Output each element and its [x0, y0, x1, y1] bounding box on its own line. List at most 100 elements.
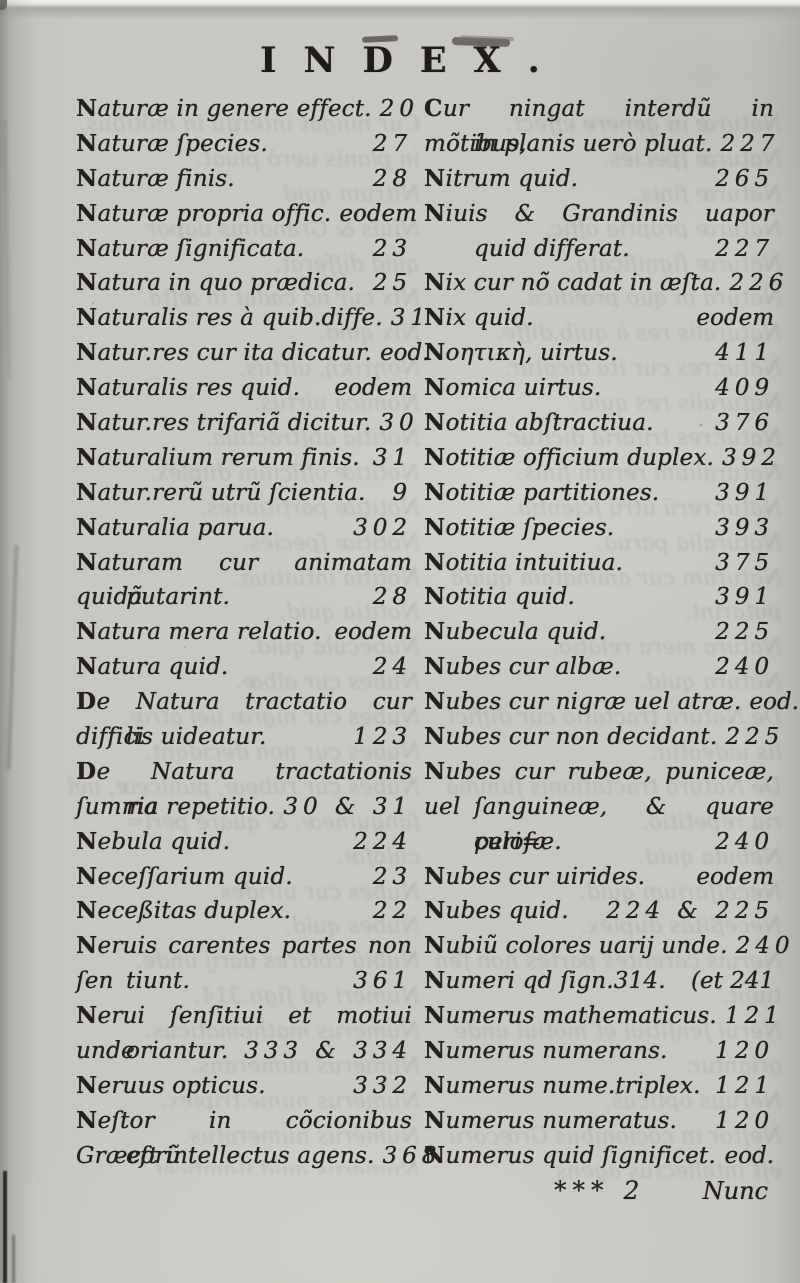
index-entry: Naturalis res à quib.diffe. 31 [76, 301, 425, 336]
entry-text: Numerus numerans. [424, 1037, 668, 1065]
index-entry: Nubecula quid. 225 [424, 615, 774, 650]
entry-page-number: 392 [722, 444, 781, 471]
index-entry: Neſtor in cõcionibus Græcorũ [76, 1104, 412, 1169]
entry-page-number: 240 [735, 933, 795, 960]
index-entry: oriantur. 333 & 334 [76, 1034, 412, 1069]
index-entry: Natur.rerũ utrũ ſcientia. 9 [76, 476, 412, 511]
entry-text: Notitiæ officium duplex. [424, 443, 715, 471]
entry-page-number: 240 [715, 654, 774, 681]
entry-page-number: 393 [715, 514, 774, 541]
entry-text: Nubes cur uirides. [424, 862, 646, 890]
entry-page-number: 240 [715, 828, 774, 855]
index-entry: Notitia intuitiua. 375 [424, 546, 774, 581]
entry-text: Numerus mathematicus. [424, 1002, 717, 1030]
index-entry: Numerus numeratus. 120 [424, 1104, 774, 1139]
entry-text: Natur.rerũ utrũ ſcientia. [76, 478, 366, 506]
index-entry: Natura in quo prædica. 25 [76, 266, 412, 301]
entry-text: Nitrum quid. [424, 164, 579, 192]
index-entry: Nitrum quid. 265 [424, 162, 774, 197]
entry-page-number: 361 [353, 968, 412, 995]
entry-text: Naturæ ſpecies. [76, 129, 268, 157]
entry-text: Numerus quid ſignificet. [424, 1141, 716, 1169]
entry-page-number: 227 [715, 235, 774, 262]
index-entry: Numerus nume.triplex. 121 [424, 1069, 774, 1104]
entry-page-number: eod. [724, 1142, 775, 1169]
index-entry: Nubiũ colores uarij unde. 240 [424, 929, 790, 964]
entry-text: Natura mera relatio. [76, 618, 322, 646]
index-entry: Neceßitas duplex. 22 [76, 894, 412, 929]
entry-text: Naturam cur animatam quidã [76, 548, 412, 611]
entry-text: Numerus nume.triplex. [424, 1071, 701, 1099]
entry-page-number: 28 [372, 165, 412, 192]
entry-text: De Natura tractationis ſumma [76, 757, 412, 820]
entry-text: in planis uerò pluat. [474, 130, 713, 157]
index-entry: Neruis carentes partes non ſen [76, 929, 412, 994]
index-entry: Nubes quid. 224 & 225 [424, 894, 774, 929]
index-entry: Natura quid. 24 [76, 650, 412, 685]
index-entry: Nubes cur rubeæ, puniceæ, uel [424, 755, 774, 820]
index-entry: eſt intellectus agens. 368 [76, 1139, 436, 1174]
entry-page-number: 227 [720, 130, 780, 157]
index-entry: Νοητικὴ, uirtus. 411 [424, 336, 774, 371]
entry-text: Nubiũ colores uarij unde. [424, 932, 728, 960]
entry-page-number: 25 [372, 270, 412, 297]
index-entry: Nix cur nõ cadat in æſta. 226 [424, 266, 783, 301]
entry-text: Nix cur nõ cadat in æſta. [424, 269, 722, 297]
entry-page-number: 391 [715, 584, 774, 611]
entry-text: Naturæ finis. [76, 164, 235, 192]
entry-text: Νοητικὴ, uirtus. [424, 339, 618, 367]
index-entry: Nerui ſenſitiui et motiui unde [76, 999, 412, 1064]
entry-page-number: 332 [353, 1072, 412, 1099]
index-entry: Numerus quid ſignificet. eod. [424, 1139, 774, 1174]
entry-page-number: eodem [334, 375, 412, 402]
entry-text: Naturalia parua. [76, 513, 275, 541]
entry-page-number: eod. [379, 340, 430, 367]
entry-text: Naturalium rerum finis. [76, 443, 360, 471]
entry-text: Nerui ſenſitiui et motiui unde [76, 1002, 412, 1065]
entry-page-number: 121 [715, 1072, 774, 1099]
entry-text: Nubes cur albæ. [424, 653, 622, 681]
signature-mark: *** 2 [554, 1175, 646, 1205]
entry-text: Nubes quid. [424, 897, 569, 925]
entry-page-number: 123 [353, 724, 412, 751]
catchword: Nunc [702, 1176, 768, 1205]
entry-text: Niuis & Grandinis uapor [424, 199, 774, 227]
entry-page-number: 411 [715, 340, 774, 367]
index-entry: Notitia quid. 391 [424, 580, 774, 615]
entry-text: Neſtor in cõcionibus Græcorũ [76, 1106, 412, 1169]
index-entry: quid differat. 227 [424, 232, 774, 267]
entry-text: Nubecula quid. [424, 618, 607, 646]
index-entry: Naturalia parua. 302 [76, 511, 412, 546]
entry-text: Neruus opticus. [76, 1071, 266, 1099]
index-entry: tiunt. 361 [76, 964, 412, 999]
entry-text: culoſæ. [474, 828, 562, 855]
entry-text: Numerus numeratus. [424, 1106, 678, 1134]
index-entry: Nubes cur nigræ uel atræ. eod. [424, 685, 799, 720]
entry-text: Notitia intuitiua. [424, 548, 624, 576]
entry-text: Nubes cur nigræ uel atræ. [424, 688, 742, 716]
entry-page-number: 24 [372, 654, 412, 681]
entry-text: Natura in quo prædica. [76, 269, 356, 297]
entry-text: Neceſſarium quid. [76, 862, 293, 890]
entry-text: Naturalis res à quib.diffe. [76, 304, 383, 332]
entry-text: Notitia abſtractiua. [424, 409, 654, 437]
entry-text: Neruis carentes partes non ſen [76, 932, 412, 995]
page-top-edge-shading [0, 0, 800, 20]
entry-page-number: 23 [372, 863, 412, 890]
entry-text: ſanguineæ, & quare peri= [474, 793, 774, 855]
entry-text: Numeri qd ſign.314. [424, 967, 666, 995]
index-entry: Nix quid. eodem [424, 301, 774, 336]
index-entry: Notitiæ officium duplex. 392 [424, 441, 776, 476]
page-title: INDEX. [260, 40, 567, 81]
index-entry: Naturæ ſpecies. 27 [76, 127, 412, 162]
index-entry: Nubes cur non decidant. 225 [424, 720, 779, 755]
entry-page-number: 31 [372, 444, 412, 471]
entry-page-number: eodem [696, 305, 774, 332]
entry-text: Nix quid. [424, 304, 534, 332]
entry-page-number: eodem [339, 200, 417, 227]
entry-text: Neceßitas duplex. [76, 897, 292, 925]
entry-page-number: 9 [392, 479, 412, 506]
index-entry: Nebula quid. 224 [76, 825, 412, 860]
index-entry: lis uideatur. 123 [76, 720, 412, 755]
